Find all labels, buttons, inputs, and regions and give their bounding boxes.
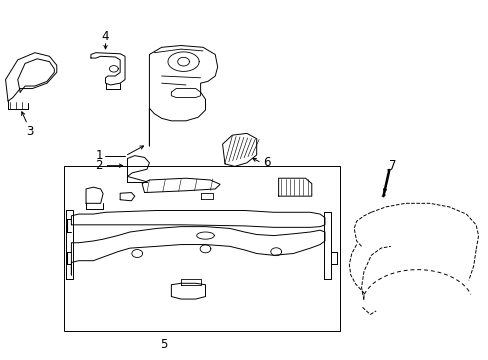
Text: 2: 2 [95, 159, 103, 172]
Text: 4: 4 [102, 30, 109, 43]
Text: 5: 5 [160, 338, 167, 351]
Text: 6: 6 [263, 156, 270, 169]
Text: 7: 7 [388, 159, 396, 172]
Text: 1: 1 [95, 149, 103, 162]
Text: 3: 3 [26, 125, 34, 138]
Bar [64, 166, 339, 330]
